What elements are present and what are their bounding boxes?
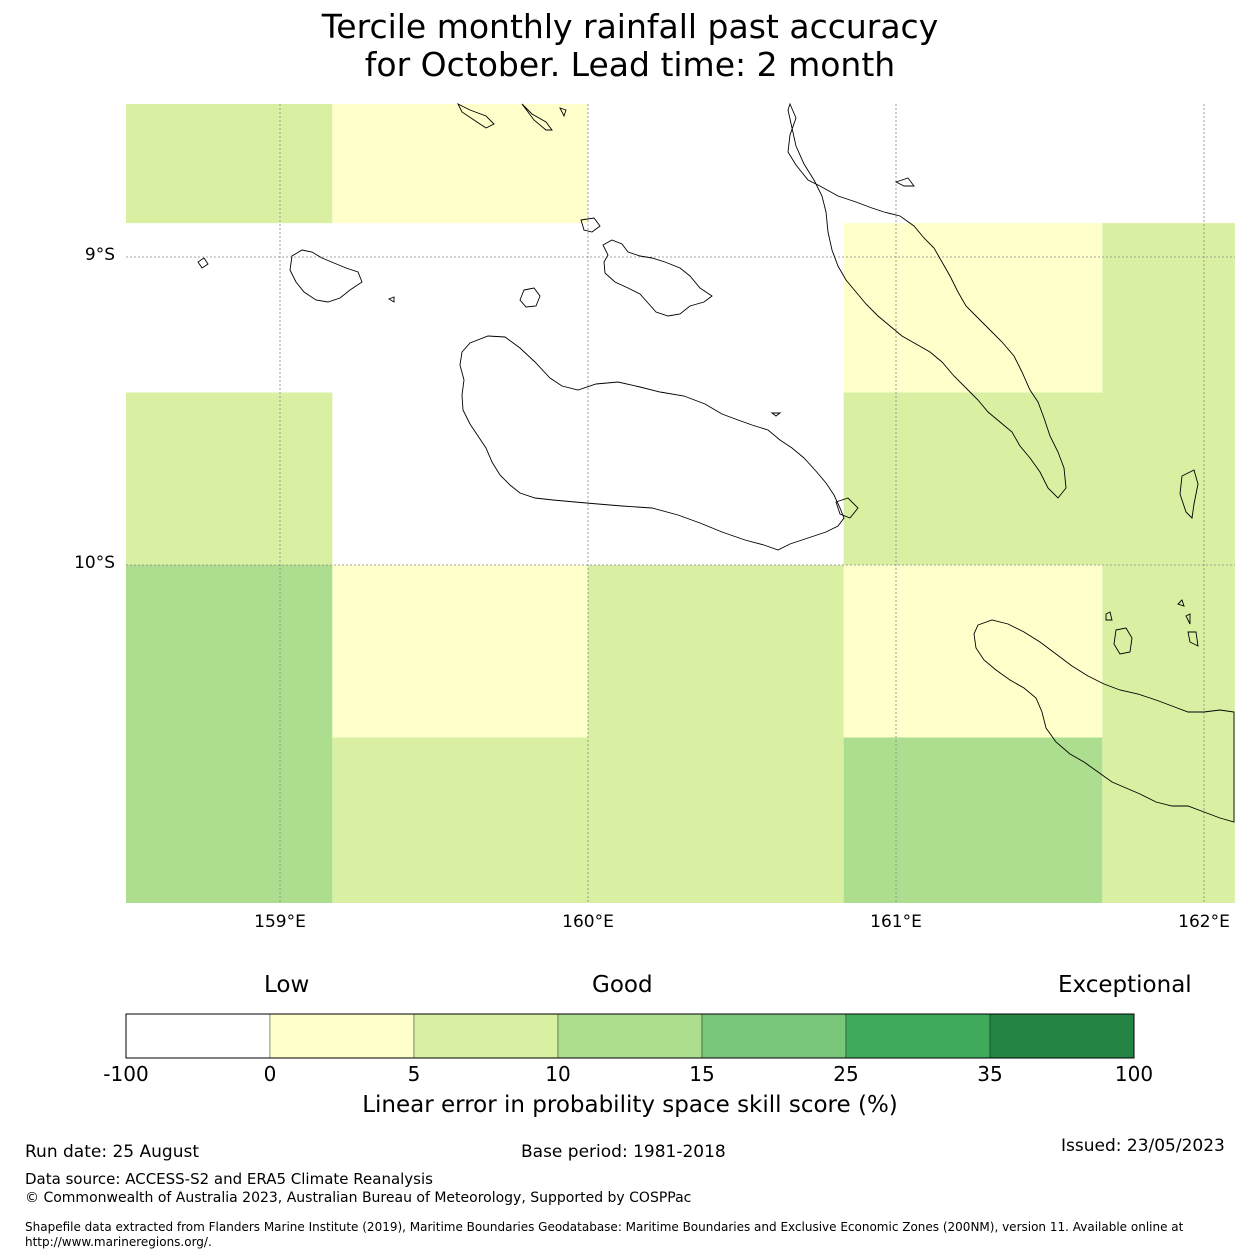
coastline-russell: [289, 249, 363, 303]
colorbar-tick-3: 10: [545, 1062, 571, 1086]
skill-cell-6: [126, 565, 333, 903]
skill-cell-9: [588, 565, 844, 738]
colorbar-bin-4: [701, 1013, 847, 1059]
skill-cell-0: [126, 104, 333, 224]
colorbar-bin-1: [269, 1013, 415, 1059]
colorbar-bin-5: [845, 1013, 991, 1059]
legend-category-low: Low: [264, 972, 310, 998]
colorbar-tick-7: 100: [1114, 1062, 1154, 1086]
skill-cell-12: [1102, 565, 1235, 903]
skill-cell-7: [332, 565, 588, 738]
coastline-nggela: [602, 239, 713, 317]
lon-label-162e: 162°E: [1178, 912, 1230, 932]
coastline-small-island-5: [1177, 599, 1185, 607]
coastline-north-rim-2: [521, 103, 553, 131]
data-source: Data source: ACCESS-S2 and ERA5 Climate …: [25, 1170, 433, 1188]
skill-cell-2: [843, 223, 1103, 393]
colorbar: [125, 1013, 1135, 1059]
colorbar-title: Linear error in probability space skill …: [362, 1092, 898, 1118]
coastline-guadalcanal: [459, 335, 845, 551]
skill-cell-4: [126, 392, 333, 565]
coastline-ulawa: [1113, 627, 1133, 655]
lon-label-160e: 160°E: [562, 912, 614, 932]
colorbar-tick-6: 35: [977, 1062, 1003, 1086]
colorbar-bin-0: [125, 1013, 271, 1059]
colorbar-bin-2: [413, 1013, 559, 1059]
lat-label-10s: 10°S: [74, 553, 115, 573]
coastline-small-island-4: [1179, 469, 1199, 519]
shapefile-credit: Shapefile data extracted from Flanders M…: [25, 1220, 1184, 1249]
lon-label-159e: 159°E: [254, 912, 306, 932]
lat-label-9s: 9°S: [84, 245, 115, 265]
lon-label-161e: 161°E: [870, 912, 922, 932]
coastline-north-islet: [894, 177, 915, 187]
colorbar-tick-5: 25: [833, 1062, 859, 1086]
colorbar-tick-4: 15: [689, 1062, 715, 1086]
map-title-line2: for October. Lead time: 2 month: [364, 45, 896, 84]
colorbar-bin-3: [557, 1013, 703, 1059]
colorbar-tick-2: 5: [407, 1062, 421, 1086]
skill-cell-11: [843, 737, 1103, 903]
legend-category-exceptional: Exceptional: [1058, 972, 1192, 998]
legend-category-good: Good: [592, 972, 653, 998]
coastline-malaita: [787, 102, 1067, 499]
skill-cell-3: [1102, 223, 1235, 393]
coastline-small-island-6: [1105, 611, 1113, 621]
run-date: Run date: 25 August: [25, 1142, 199, 1162]
issued-date: Issued: 23/05/2023: [1061, 1136, 1225, 1156]
colorbar-bin-6: [989, 1013, 1135, 1059]
skill-cell-10: [843, 565, 1103, 738]
coastline-small-island-3: [387, 296, 395, 303]
coastlines: [197, 102, 1235, 823]
coastline-small-island-7: [1185, 613, 1191, 625]
coastline-north-rim-3: [559, 107, 567, 118]
coastline-makira: [973, 619, 1235, 823]
colorbar-tick-0: -100: [103, 1062, 149, 1086]
skill-cells: [126, 104, 1235, 903]
coastline-small-island-9: [770, 412, 782, 417]
coastline-small-island-2: [197, 257, 209, 269]
coastline-east-cape: [835, 497, 859, 519]
copyright: © Commonwealth of Australia 2023, Austra…: [25, 1190, 692, 1206]
coastline-small-island-8: [1187, 631, 1199, 647]
colorbar-frame: [125, 1013, 1135, 1059]
map-title-line1: Tercile monthly rainfall past accuracy: [321, 7, 939, 46]
graticule: [126, 104, 1235, 903]
coastline-small-island-1: [580, 217, 601, 233]
coastline-savo: [519, 287, 541, 308]
colorbar-tick-1: 0: [263, 1062, 277, 1086]
skill-map: [126, 102, 1235, 903]
base-period: Base period: 1981-2018: [521, 1142, 726, 1162]
coastline-north-rim-1: [456, 102, 495, 129]
skill-cell-1: [332, 104, 588, 224]
skill-cell-5: [843, 392, 1235, 565]
